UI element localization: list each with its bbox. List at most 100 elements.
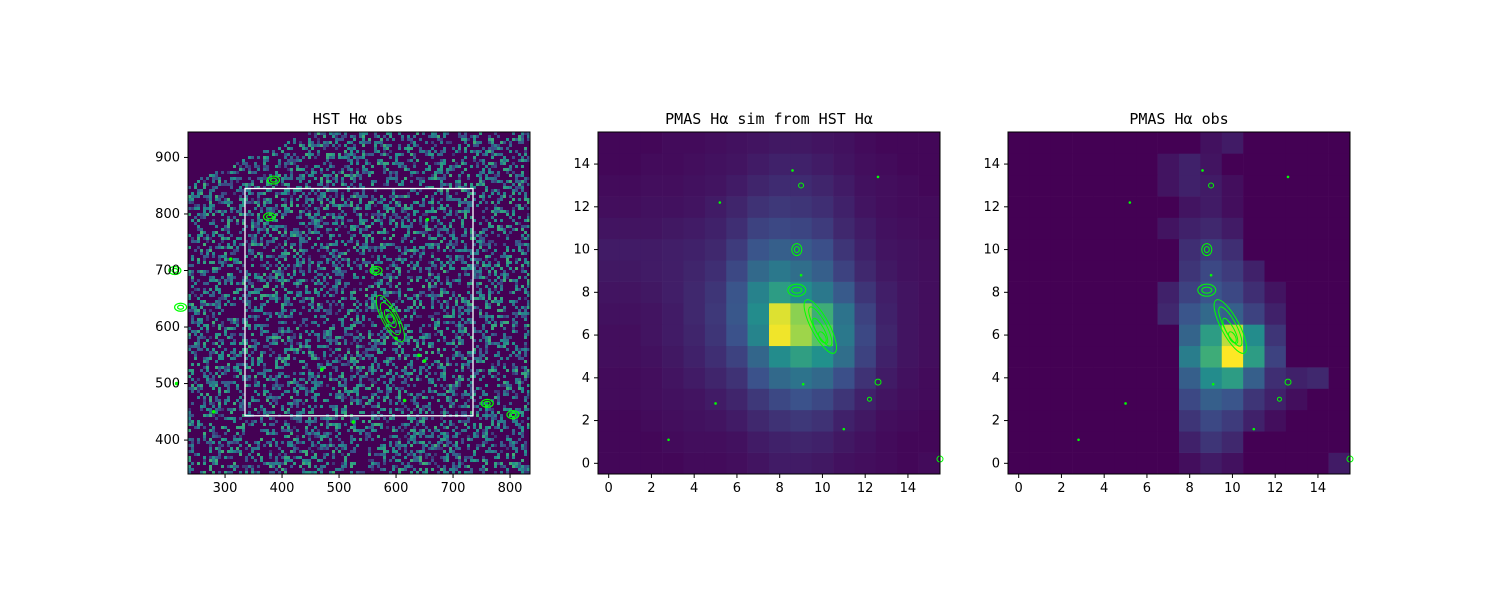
noise-pixel bbox=[389, 372, 392, 375]
noise-pixel bbox=[302, 441, 305, 444]
noise-pixel bbox=[428, 153, 431, 156]
noise-pixel bbox=[257, 471, 260, 474]
noise-pixel bbox=[353, 288, 356, 291]
noise-pixel bbox=[353, 324, 356, 327]
noise-pixel bbox=[230, 342, 233, 345]
noise-pixel bbox=[215, 360, 218, 363]
noise-pixel bbox=[440, 306, 443, 309]
noise-pixel bbox=[386, 294, 389, 297]
noise-pixel bbox=[356, 156, 359, 159]
noise-pixel bbox=[380, 231, 383, 234]
noise-pixel bbox=[518, 384, 521, 387]
noise-pixel bbox=[329, 162, 332, 165]
noise-pixel bbox=[443, 237, 446, 240]
noise-pixel bbox=[458, 447, 461, 450]
noise-pixel bbox=[200, 231, 203, 234]
noise-pixel bbox=[296, 282, 299, 285]
noise-pixel bbox=[296, 159, 299, 162]
noise-pixel bbox=[449, 264, 452, 267]
noise-pixel bbox=[299, 180, 302, 183]
noise-pixel bbox=[227, 318, 230, 321]
noise-pixel bbox=[275, 264, 278, 267]
noise-pixel bbox=[485, 426, 488, 429]
noise-pixel bbox=[329, 339, 332, 342]
noise-pixel bbox=[368, 261, 371, 264]
noise-pixel bbox=[488, 195, 491, 198]
noise-pixel bbox=[479, 174, 482, 177]
noise-pixel bbox=[293, 297, 296, 300]
noise-pixel bbox=[461, 339, 464, 342]
noise-pixel bbox=[494, 321, 497, 324]
noise-pixel bbox=[224, 333, 227, 336]
noise-pixel bbox=[248, 171, 251, 174]
noise-pixel bbox=[422, 333, 425, 336]
noise-pixel bbox=[527, 333, 530, 336]
noise-pixel bbox=[419, 189, 422, 192]
noise-pixel bbox=[293, 333, 296, 336]
noise-pixel bbox=[338, 207, 341, 210]
noise-pixel bbox=[500, 315, 503, 318]
noise-pixel bbox=[497, 360, 500, 363]
noise-pixel bbox=[443, 228, 446, 231]
noise-pixel bbox=[359, 333, 362, 336]
noise-pixel bbox=[449, 441, 452, 444]
noise-pixel bbox=[269, 456, 272, 459]
noise-pixel bbox=[221, 195, 224, 198]
noise-pixel bbox=[524, 153, 527, 156]
noise-pixel bbox=[221, 255, 224, 258]
noise-pixel bbox=[317, 213, 320, 216]
noise-pixel bbox=[326, 291, 329, 294]
noise-pixel bbox=[509, 180, 512, 183]
noise-pixel bbox=[347, 348, 350, 351]
noise-pixel bbox=[317, 153, 320, 156]
noise-pixel bbox=[362, 384, 365, 387]
noise-pixel bbox=[431, 303, 434, 306]
noise-pixel bbox=[524, 231, 527, 234]
noise-pixel bbox=[476, 150, 479, 153]
noise-pixel bbox=[350, 327, 353, 330]
noise-pixel bbox=[227, 429, 230, 432]
noise-pixel bbox=[212, 426, 215, 429]
noise-pixel bbox=[197, 318, 200, 321]
noise-pixel bbox=[212, 231, 215, 234]
noise-pixel bbox=[242, 201, 245, 204]
noise-pixel bbox=[419, 222, 422, 225]
noise-pixel bbox=[428, 342, 431, 345]
noise-pixel bbox=[329, 141, 332, 144]
noise-pixel bbox=[386, 144, 389, 147]
noise-pixel bbox=[356, 330, 359, 333]
noise-pixel bbox=[191, 315, 194, 318]
noise-pixel bbox=[440, 192, 443, 195]
noise-pixel bbox=[200, 393, 203, 396]
noise-pixel bbox=[509, 216, 512, 219]
noise-pixel bbox=[383, 453, 386, 456]
noise-pixel bbox=[341, 204, 344, 207]
noise-pixel bbox=[218, 312, 221, 315]
noise-pixel bbox=[248, 423, 251, 426]
noise-pixel bbox=[458, 384, 461, 387]
noise-pixel bbox=[341, 396, 344, 399]
noise-pixel bbox=[368, 306, 371, 309]
noise-pixel bbox=[377, 402, 380, 405]
noise-pixel bbox=[392, 264, 395, 267]
noise-pixel bbox=[527, 306, 530, 309]
noise-pixel bbox=[356, 315, 359, 318]
noise-pixel bbox=[362, 324, 365, 327]
noise-pixel bbox=[362, 315, 365, 318]
noise-pixel bbox=[449, 222, 452, 225]
noise-pixel bbox=[221, 264, 224, 267]
noise-pixel bbox=[422, 231, 425, 234]
noise-pixel bbox=[263, 393, 266, 396]
noise-pixel bbox=[308, 153, 311, 156]
noise-pixel bbox=[464, 135, 467, 138]
noise-pixel bbox=[266, 336, 269, 339]
noise-pixel bbox=[281, 339, 284, 342]
noise-pixel bbox=[494, 417, 497, 420]
noise-pixel bbox=[515, 204, 518, 207]
noise-pixel bbox=[365, 426, 368, 429]
noise-pixel bbox=[314, 315, 317, 318]
noise-pixel bbox=[425, 153, 428, 156]
noise-pixel bbox=[482, 195, 485, 198]
noise-pixel bbox=[395, 159, 398, 162]
noise-pixel bbox=[335, 303, 338, 306]
